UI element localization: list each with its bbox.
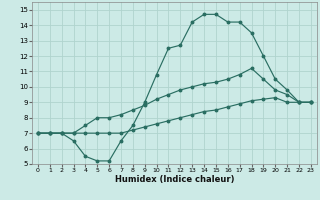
X-axis label: Humidex (Indice chaleur): Humidex (Indice chaleur) — [115, 175, 234, 184]
